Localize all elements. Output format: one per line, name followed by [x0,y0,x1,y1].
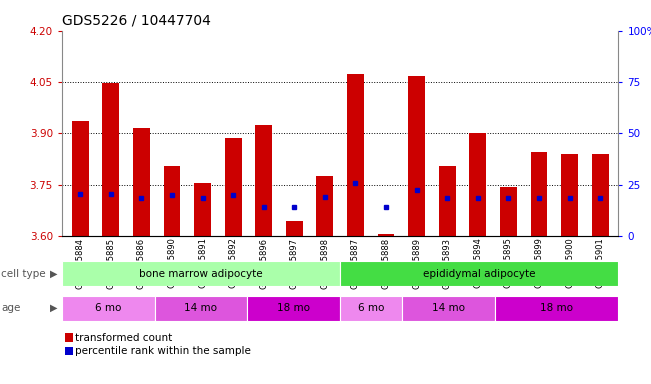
Bar [72,121,89,236]
Bar [102,83,119,236]
Text: cell type: cell type [1,268,46,279]
Text: age: age [1,303,21,313]
Text: ▶: ▶ [49,303,57,313]
Text: 6 mo: 6 mo [358,303,384,313]
Bar [340,261,618,286]
Text: 18 mo: 18 mo [540,303,573,313]
Bar [247,296,340,321]
Bar [592,154,609,236]
Bar [378,234,395,236]
Text: transformed count: transformed count [75,333,172,343]
Text: bone marrow adipocyte: bone marrow adipocyte [139,268,263,279]
Text: 6 mo: 6 mo [95,303,122,313]
Bar [561,154,578,236]
Bar [62,296,154,321]
Bar [408,76,425,236]
Bar [347,74,364,236]
Bar [469,134,486,236]
Bar [154,296,247,321]
Bar [194,183,211,236]
Bar [500,187,517,236]
Bar [133,128,150,236]
Bar [495,296,618,321]
Text: 14 mo: 14 mo [184,303,217,313]
Bar [163,166,180,236]
Text: 14 mo: 14 mo [432,303,465,313]
Bar [316,176,333,236]
Bar [255,125,272,236]
Text: GDS5226 / 10447704: GDS5226 / 10447704 [62,13,211,27]
Bar [340,296,402,321]
Text: ▶: ▶ [49,268,57,279]
Bar [225,138,242,236]
Bar [439,166,456,236]
Text: percentile rank within the sample: percentile rank within the sample [75,346,251,356]
Bar [531,152,547,236]
Bar [286,221,303,236]
Bar [402,296,495,321]
Bar [62,261,340,286]
Text: 18 mo: 18 mo [277,303,311,313]
Text: epididymal adipocyte: epididymal adipocyte [423,268,536,279]
